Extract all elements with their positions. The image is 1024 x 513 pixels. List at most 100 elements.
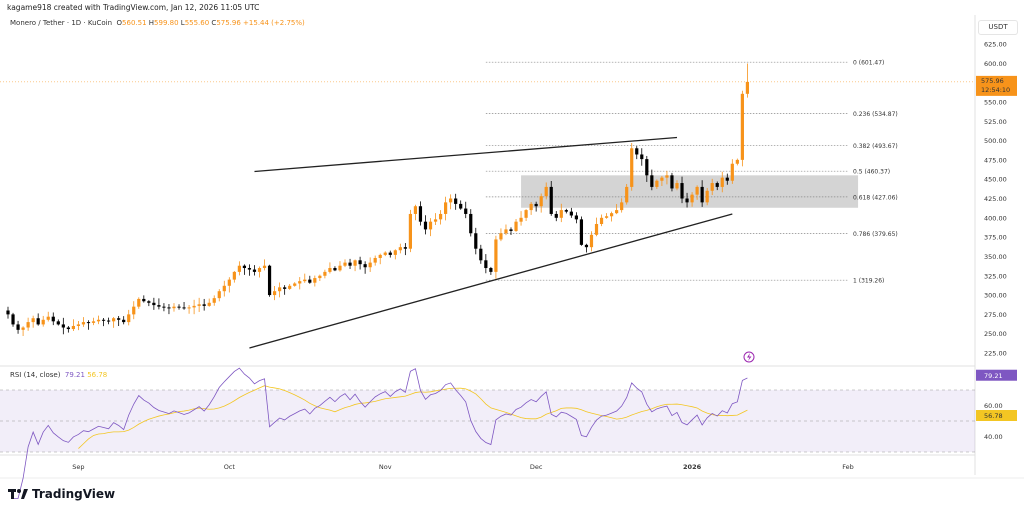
candle-body — [474, 233, 478, 249]
rsi-ma-value: 56.78 — [87, 371, 108, 379]
candle-body — [534, 203, 538, 207]
candle-body — [61, 324, 65, 328]
candle-body — [338, 265, 342, 271]
candle-body — [413, 206, 418, 214]
lightning-icon — [747, 353, 752, 361]
candle-body — [368, 262, 372, 268]
candle-body — [81, 322, 86, 325]
candle-body — [293, 283, 297, 286]
candle-body — [725, 177, 729, 181]
candle-body — [700, 186, 704, 203]
candle-body — [675, 183, 679, 189]
candle-body — [539, 196, 543, 207]
candle-body — [449, 198, 453, 203]
candle-body — [403, 247, 407, 249]
candle-body — [51, 316, 55, 322]
candle-body — [267, 265, 272, 296]
candle-body — [41, 319, 45, 325]
tradingview-logo[interactable]: TradingView — [8, 487, 115, 501]
candle-body — [559, 210, 563, 218]
candle-body — [6, 310, 10, 315]
candle-body — [127, 314, 131, 323]
price-tick: 325.00 — [984, 272, 1007, 280]
symbol-name[interactable]: Monero / Tether · 1D · KuCoin — [10, 19, 113, 27]
candle-body — [418, 206, 423, 222]
candle-body — [680, 183, 684, 199]
price-tick: 550.00 — [984, 98, 1007, 106]
candle-body — [459, 203, 463, 209]
currency-unit-button[interactable]: USDT — [978, 20, 1018, 35]
candle-body — [544, 186, 548, 197]
candle-body — [670, 175, 674, 189]
candle-body — [569, 211, 573, 216]
candle-body — [262, 265, 267, 269]
candle-body — [308, 279, 312, 283]
rsi-label[interactable]: RSI (14, close) — [10, 371, 61, 379]
fib-level-label: 0.5 (460.37) — [853, 169, 890, 176]
candle-body — [635, 148, 639, 155]
rsi-value-axis-label: 79.21 — [984, 372, 1003, 380]
candle-body — [16, 324, 20, 330]
fib-level-label: 1 (319.26) — [853, 278, 884, 285]
candle-body — [187, 307, 191, 309]
candle-body — [142, 298, 146, 302]
candle-body — [579, 219, 584, 245]
candle-body — [162, 306, 166, 308]
candle-body — [599, 217, 604, 224]
candle-body — [328, 268, 332, 272]
candle-body — [519, 217, 523, 222]
candle-body — [36, 318, 40, 325]
candle-body — [56, 321, 60, 325]
last-price-badge — [976, 75, 1017, 96]
candle-body — [685, 198, 689, 203]
candle-body — [690, 194, 694, 203]
candle-body — [283, 287, 287, 289]
candle-body — [695, 186, 699, 195]
candle-body — [740, 93, 744, 160]
candle-body — [132, 306, 136, 315]
price-tick: 225.00 — [984, 350, 1007, 358]
candle-body — [745, 81, 750, 94]
candle-body — [735, 159, 739, 164]
candle-body — [278, 287, 282, 292]
candle-body — [192, 305, 196, 308]
fib-level-label: 0 (601.47) — [853, 60, 884, 67]
candle-body — [122, 319, 126, 323]
candle-body — [147, 301, 151, 303]
candle-body — [438, 213, 443, 220]
candle-body — [348, 262, 352, 266]
candle-body — [509, 229, 513, 231]
candle-body — [469, 213, 473, 234]
candle-body — [257, 268, 262, 272]
candle-body — [423, 221, 428, 230]
price-tick: 375.00 — [984, 234, 1007, 242]
close-label: C — [211, 19, 217, 27]
fib-level-label: 0.236 (534.87) — [853, 111, 898, 118]
candle-body — [625, 186, 629, 203]
candle-body — [323, 271, 327, 276]
price-tick: 500.00 — [984, 137, 1007, 145]
time-tick: Oct — [224, 463, 236, 471]
candle-body — [408, 213, 412, 249]
candle-body — [152, 302, 156, 306]
candle-body — [197, 304, 201, 306]
candle-body — [107, 320, 111, 322]
candle-body — [333, 268, 337, 271]
candle-body — [202, 304, 206, 306]
candle-body — [71, 325, 75, 330]
candle-body — [222, 285, 226, 292]
rsi-value: 79.21 — [64, 371, 85, 379]
candle-body — [177, 306, 181, 308]
countdown-label: 12:54:10 — [981, 86, 1010, 94]
candle-body — [383, 252, 387, 255]
candle-body — [433, 219, 438, 222]
candle-body — [237, 265, 241, 272]
candle-body — [464, 208, 468, 214]
candle-body — [444, 202, 448, 214]
candle-body — [630, 148, 634, 187]
candle-body — [484, 260, 488, 269]
candle-body — [428, 221, 433, 230]
candle-body — [645, 159, 649, 176]
trendline — [249, 213, 733, 349]
